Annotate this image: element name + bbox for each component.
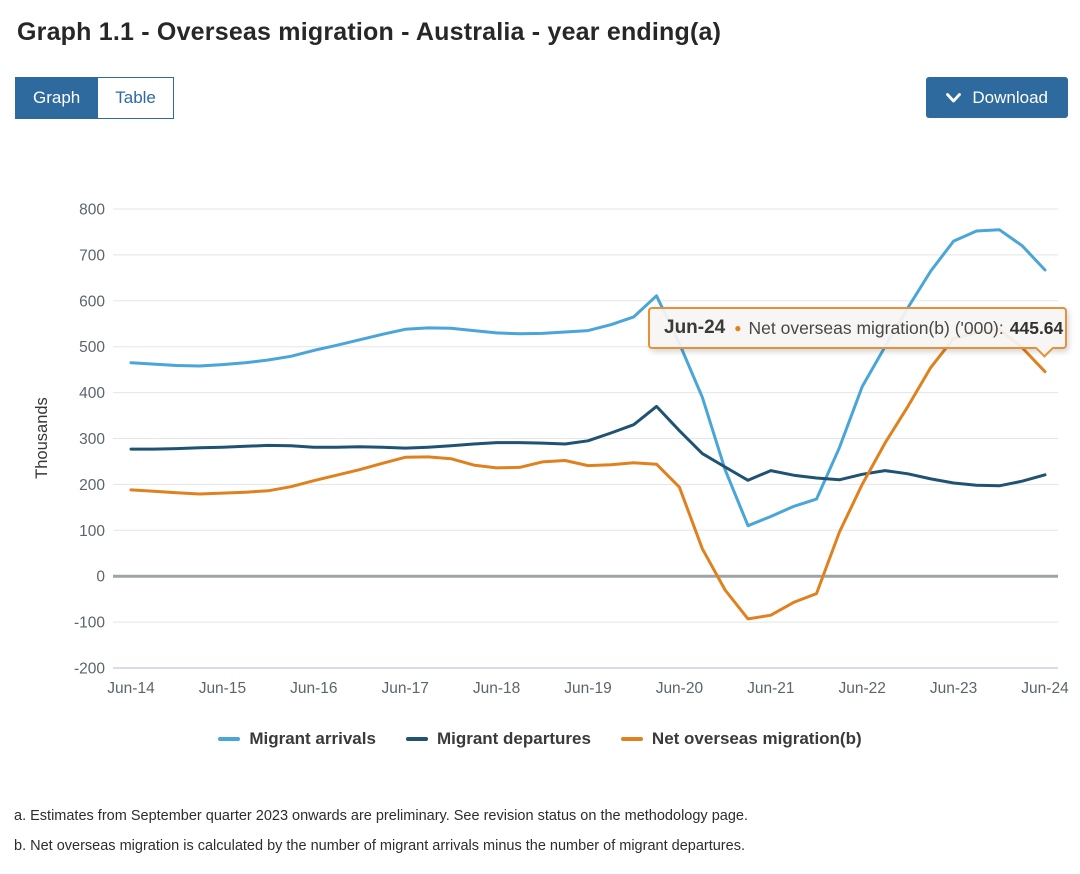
y-tick-label: 400 <box>79 385 105 402</box>
y-axis-title: Thousands <box>33 397 51 479</box>
series-line-migrant-departures[interactable] <box>129 404 1047 488</box>
series-line-net-overseas-migration-b-[interactable] <box>129 327 1047 621</box>
x-tick-label: Jun-16 <box>290 680 337 697</box>
legend-item-migrant-arrivals[interactable]: Migrant arrivals <box>218 729 376 749</box>
legend-label: Migrant arrivals <box>249 729 376 748</box>
legend-label: Net overseas migration(b) <box>651 729 862 748</box>
y-tick-label: 800 <box>79 202 105 219</box>
legend-swatch-icon <box>218 737 241 741</box>
legend-label: Migrant departures <box>436 729 591 748</box>
y-tick-label: 200 <box>79 477 105 494</box>
y-tick-label: 500 <box>79 339 105 356</box>
x-tick-label: Jun-18 <box>473 680 520 697</box>
x-tick-label: Jun-21 <box>747 680 794 697</box>
tooltip-date: Jun-24 <box>664 317 726 338</box>
graph-table-toggle: Graph Table <box>15 77 174 119</box>
x-tick-label: Jun-14 <box>107 680 155 697</box>
x-tick-label: Jun-15 <box>199 680 246 697</box>
chart-area: 800 700 600 500 400 300 200 100 0 -100 -200 Jun-14 J… <box>0 180 1080 720</box>
page-title: Graph 1.1 - Overseas migration - Austral… <box>17 18 722 46</box>
download-button[interactable]: Download <box>926 77 1068 118</box>
legend-item-net-overseas-migration-b-[interactable]: Net overseas migration(b) <box>620 729 862 749</box>
series-line-migrant-arrivals[interactable] <box>129 228 1047 528</box>
download-label: Download <box>972 87 1048 107</box>
y-tick-label: 600 <box>79 293 105 310</box>
tab-table[interactable]: Table <box>97 78 173 118</box>
y-tick-label: 100 <box>79 523 105 540</box>
series-dot-icon: ● <box>734 321 742 335</box>
x-tick-label: Jun-20 <box>656 680 704 697</box>
y-tick-label: -100 <box>74 615 105 632</box>
tooltip-series-label: Net overseas migration(b) ('000): <box>748 317 1004 338</box>
y-tick-label: -200 <box>74 661 105 678</box>
x-tick-label: Jun-22 <box>838 680 885 697</box>
x-tick-label: Jun-23 <box>930 680 977 697</box>
footnote-a: a. Estimates from September quarter 2023… <box>14 808 748 824</box>
legend-item-migrant-departures[interactable]: Migrant departures <box>405 729 591 749</box>
legend-swatch-icon <box>405 737 428 741</box>
chart-tooltip: Jun-24 ● Net overseas migration(b) ('000… <box>648 307 1067 358</box>
chevron-down-icon <box>946 92 962 103</box>
y-tick-label: 0 <box>96 569 105 586</box>
tooltip-value: 445.64 <box>1009 317 1064 338</box>
footnote-b: b. Net overseas migration is calculated … <box>14 838 745 854</box>
legend-swatch-icon <box>620 737 643 741</box>
chart-legend: Migrant arrivals Migrant departures Net ov… <box>0 729 1080 749</box>
x-tick-label: Jun-19 <box>564 680 611 697</box>
x-tick-label: Jun-24 <box>1021 680 1069 697</box>
tab-graph[interactable]: Graph <box>16 78 98 118</box>
y-tick-label: 300 <box>79 431 105 448</box>
x-tick-label: Jun-17 <box>381 680 428 697</box>
y-tick-label: 700 <box>79 247 105 264</box>
